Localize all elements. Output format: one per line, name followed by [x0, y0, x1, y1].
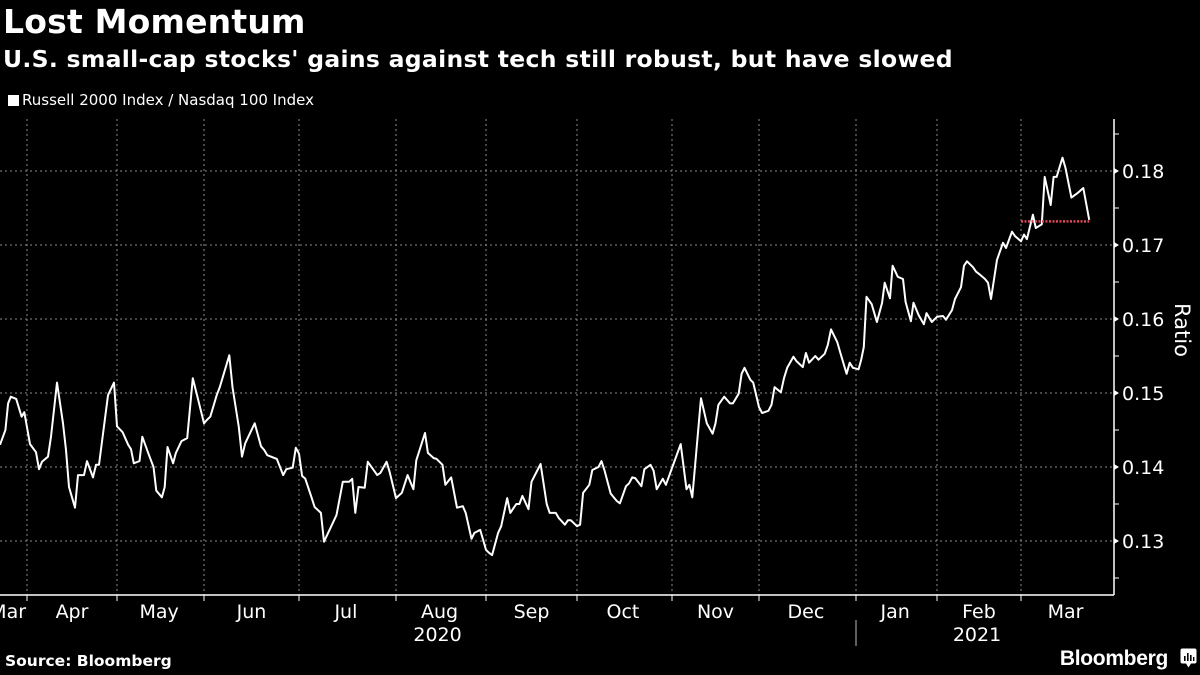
chart-title: Lost Momentum: [3, 2, 306, 41]
series-line: [0, 156, 1091, 557]
x-year-label: 2021: [953, 624, 1001, 646]
y-tick-label: 0.17: [1122, 235, 1164, 257]
series-layer: [0, 156, 1091, 557]
y-tick-marker: [1114, 390, 1119, 396]
x-tick-label: Apr: [56, 601, 89, 623]
x-tick-label: Jul: [333, 601, 357, 623]
x-tick-label: Jan: [880, 601, 910, 623]
x-tick-label: May: [139, 601, 178, 623]
x-tick-label: Dec: [788, 601, 825, 623]
x-tick-label: Mar: [1048, 601, 1084, 623]
chart-subtitle: U.S. small-cap stocks' gains against tec…: [3, 45, 953, 73]
legend-swatch-icon: [8, 94, 19, 106]
y-tick-marker: [1114, 168, 1119, 174]
grid-lines: [0, 119, 1114, 595]
y-tick-label: 0.16: [1122, 309, 1164, 331]
bloomberg-chart-icon: [1180, 648, 1197, 668]
y-tick-label: 0.18: [1122, 161, 1164, 183]
x-year-label: 2020: [413, 624, 461, 646]
y-axis-label: Ratio: [1170, 303, 1194, 357]
y-tick-label: 0.13: [1122, 531, 1164, 553]
brand-wordmark: Bloomberg: [1059, 647, 1168, 670]
legend-label: Russell 2000 Index / Nasdaq 100 Index: [22, 91, 314, 109]
x-tick-label: Feb: [962, 601, 996, 623]
y-tick-marker: [1114, 242, 1119, 248]
y-tick-label: 0.15: [1122, 383, 1164, 405]
x-tick-label: Aug: [421, 601, 458, 623]
y-tick-marker: [1114, 316, 1119, 322]
legend: Russell 2000 Index / Nasdaq 100 Index: [8, 89, 314, 111]
tick-labels: 0.13 0.14 0.15 0.16 0.17 0.18 Mar Apr May Jun Jul A…: [0, 161, 1164, 646]
y-tick-marker: [1114, 538, 1119, 544]
source-note: Source: Bloomberg: [5, 652, 172, 670]
x-tick-label: Sep: [514, 601, 550, 623]
x-tick-label: Nov: [697, 601, 734, 623]
y-tick-label: 0.14: [1122, 457, 1164, 479]
y-tick-marker: [1114, 464, 1119, 470]
x-tick-label: Mar: [0, 601, 26, 623]
axes: [0, 119, 1119, 646]
x-tick-label: Jun: [236, 601, 267, 623]
x-tick-label: Oct: [607, 601, 640, 623]
